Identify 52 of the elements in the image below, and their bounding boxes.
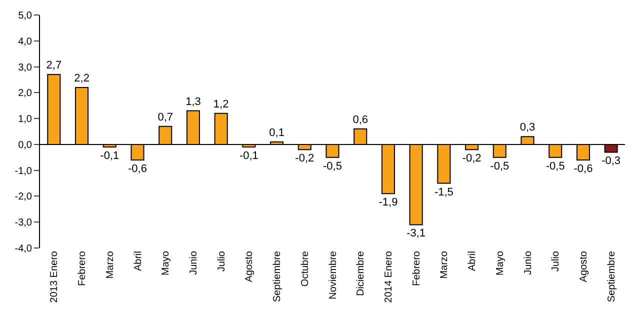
data-label: -1,9	[378, 196, 398, 209]
x-tick-label: Diciembre	[356, 250, 367, 296]
x-tick-label: Junio	[522, 250, 534, 275]
data-label: 0,6	[352, 114, 368, 126]
data-label: -0,1	[239, 150, 258, 162]
data-label: 1,2	[213, 98, 229, 110]
x-tick-label: Febrero	[411, 250, 422, 286]
y-tick-label: 2,0	[18, 88, 32, 100]
x-tick-label: Septiembre	[606, 250, 618, 302]
x-tick-label: Agosto	[244, 250, 256, 282]
data-label: -0,5	[490, 160, 510, 172]
x-tick-label: Noviembre	[328, 250, 339, 300]
data-label: 2,2	[74, 72, 90, 84]
data-label: 0,3	[520, 122, 536, 134]
y-tick-label: 0,0	[18, 140, 32, 151]
x-tick-label: Mayo	[494, 250, 506, 276]
data-label: 1,3	[186, 96, 201, 108]
x-tick-label: Julio	[550, 250, 562, 272]
x-tick-label: Octubre	[300, 250, 311, 287]
y-tick-label: -4,0	[14, 244, 32, 254]
x-tick-label: Abril	[467, 251, 478, 272]
data-label: -0,1	[100, 150, 120, 162]
y-tick-label: 4,0	[18, 36, 32, 48]
data-label: -3,1	[406, 228, 426, 240]
x-tick-label: Julio	[216, 250, 228, 272]
x-tick-label: Septiembre	[272, 250, 284, 302]
data-label: -0,5	[546, 160, 565, 172]
x-tick-label: 2014 Enero	[383, 250, 394, 303]
data-label: 2,7	[46, 60, 62, 72]
data-label: -0,2	[295, 152, 314, 165]
data-label: -1,5	[434, 186, 454, 198]
y-tick-label: -1,0	[14, 166, 32, 177]
x-tick-label: Abril	[132, 251, 144, 272]
x-tick-label: Junio	[188, 250, 200, 275]
y-tick-label: 5,0	[18, 10, 32, 22]
x-tick-label: Mayo	[160, 250, 172, 276]
data-label: -0,3	[602, 155, 621, 168]
y-tick-label: -3,0	[14, 218, 32, 229]
data-label: 0,7	[158, 111, 174, 124]
y-tick-label: 1,0	[18, 114, 32, 126]
y-tick-label: 3,0	[18, 62, 32, 74]
x-tick-label: Febrero	[77, 250, 88, 286]
x-tick-label: 2013 Enero	[49, 250, 60, 303]
data-label: 0,1	[269, 126, 284, 139]
x-tick-label: Agosto	[578, 250, 590, 282]
data-label: -0,6	[128, 162, 147, 175]
x-tick-label: Marzo	[104, 250, 116, 279]
y-tick-label: -2,0	[14, 192, 32, 203]
data-label: -0,6	[574, 162, 593, 175]
data-label: -0,5	[323, 160, 342, 172]
data-label: -0,2	[462, 152, 482, 165]
x-tick-label: Marzo	[439, 250, 450, 279]
